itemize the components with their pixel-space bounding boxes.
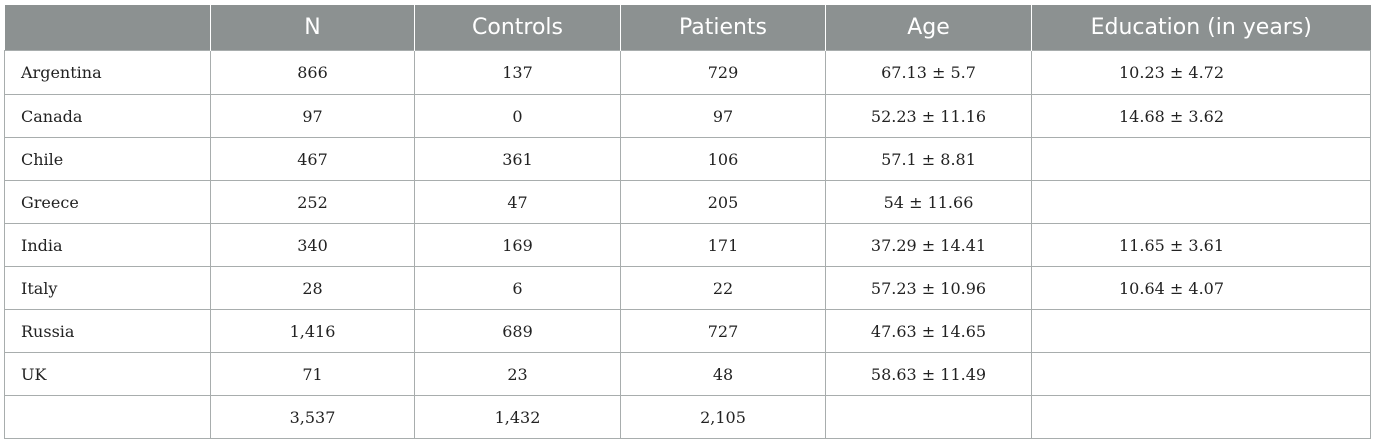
table-row: Chile 467 361 106 57.1 ± 8.81 <box>4 137 1371 181</box>
cell-patients: 97 <box>620 94 826 138</box>
table-row: Canada 97 0 97 52.23 ± 11.16 14.68 ± 3.6… <box>4 94 1371 138</box>
cell-patients: 727 <box>620 309 826 353</box>
cell-patients: 729 <box>620 50 826 95</box>
table-row: Russia 1,416 689 727 47.63 ± 14.65 <box>4 309 1371 353</box>
cell-education: 10.23 ± 4.72 <box>1031 50 1371 95</box>
cell-country: Chile <box>4 137 211 181</box>
total-cell-country <box>4 395 211 439</box>
cell-education <box>1031 352 1371 396</box>
cell-education: 11.65 ± 3.61 <box>1031 223 1371 267</box>
cell-controls: 137 <box>414 50 621 95</box>
table-row: UK 71 23 48 58.63 ± 11.49 <box>4 352 1371 396</box>
cell-age: 52.23 ± 11.16 <box>825 94 1032 138</box>
cell-country: Russia <box>4 309 211 353</box>
cell-patients: 48 <box>620 352 826 396</box>
cell-age: 37.29 ± 14.41 <box>825 223 1032 267</box>
cell-patients: 171 <box>620 223 826 267</box>
cell-country: Greece <box>4 180 211 224</box>
table-row: India 340 169 171 37.29 ± 14.41 11.65 ± … <box>4 223 1371 267</box>
cell-country: UK <box>4 352 211 396</box>
demographics-table: N Controls Patients Age Education (in ye… <box>4 5 1371 439</box>
cell-education: 14.68 ± 3.62 <box>1031 94 1371 138</box>
cell-age: 54 ± 11.66 <box>825 180 1032 224</box>
cell-education <box>1031 180 1371 224</box>
cell-controls: 47 <box>414 180 621 224</box>
table-body: Argentina 866 137 729 67.13 ± 5.7 10.23 … <box>4 50 1371 439</box>
cell-country: Italy <box>4 266 211 310</box>
cell-age: 57.1 ± 8.81 <box>825 137 1032 181</box>
cell-education <box>1031 309 1371 353</box>
table-header: N Controls Patients Age Education (in ye… <box>4 5 1371 51</box>
cell-n: 28 <box>210 266 415 310</box>
cell-age: 47.63 ± 14.65 <box>825 309 1032 353</box>
cell-country: Argentina <box>4 50 211 95</box>
total-cell-n: 3,537 <box>210 395 415 439</box>
cell-country: India <box>4 223 211 267</box>
cell-n: 866 <box>210 50 415 95</box>
header-row: N Controls Patients Age Education (in ye… <box>4 5 1371 51</box>
cell-patients: 205 <box>620 180 826 224</box>
cell-education: 10.64 ± 4.07 <box>1031 266 1371 310</box>
cell-age: 57.23 ± 10.96 <box>825 266 1032 310</box>
cell-n: 1,416 <box>210 309 415 353</box>
cell-age: 58.63 ± 11.49 <box>825 352 1032 396</box>
total-cell-age <box>825 395 1032 439</box>
cell-controls: 169 <box>414 223 621 267</box>
cell-education <box>1031 137 1371 181</box>
total-cell-patients: 2,105 <box>620 395 826 439</box>
cell-age: 67.13 ± 5.7 <box>825 50 1032 95</box>
header-cell-age: Age <box>825 5 1032 51</box>
total-row: 3,537 1,432 2,105 <box>4 395 1371 439</box>
table-row: Greece 252 47 205 54 ± 11.66 <box>4 180 1371 224</box>
total-cell-education <box>1031 395 1371 439</box>
cell-controls: 361 <box>414 137 621 181</box>
cell-controls: 689 <box>414 309 621 353</box>
header-cell-country <box>4 5 211 51</box>
cell-patients: 106 <box>620 137 826 181</box>
cell-n: 467 <box>210 137 415 181</box>
cell-n: 97 <box>210 94 415 138</box>
cell-patients: 22 <box>620 266 826 310</box>
cell-country: Canada <box>4 94 211 138</box>
cell-n: 71 <box>210 352 415 396</box>
cell-n: 340 <box>210 223 415 267</box>
header-cell-education: Education (in years) <box>1031 5 1371 51</box>
data-table-container: N Controls Patients Age Education (in ye… <box>4 5 1371 439</box>
cell-controls: 6 <box>414 266 621 310</box>
total-cell-controls: 1,432 <box>414 395 621 439</box>
cell-n: 252 <box>210 180 415 224</box>
header-cell-patients: Patients <box>620 5 826 51</box>
cell-controls: 0 <box>414 94 621 138</box>
header-cell-controls: Controls <box>414 5 621 51</box>
table-row: Argentina 866 137 729 67.13 ± 5.7 10.23 … <box>4 50 1371 95</box>
header-cell-n: N <box>210 5 415 51</box>
table-row: Italy 28 6 22 57.23 ± 10.96 10.64 ± 4.07 <box>4 266 1371 310</box>
cell-controls: 23 <box>414 352 621 396</box>
